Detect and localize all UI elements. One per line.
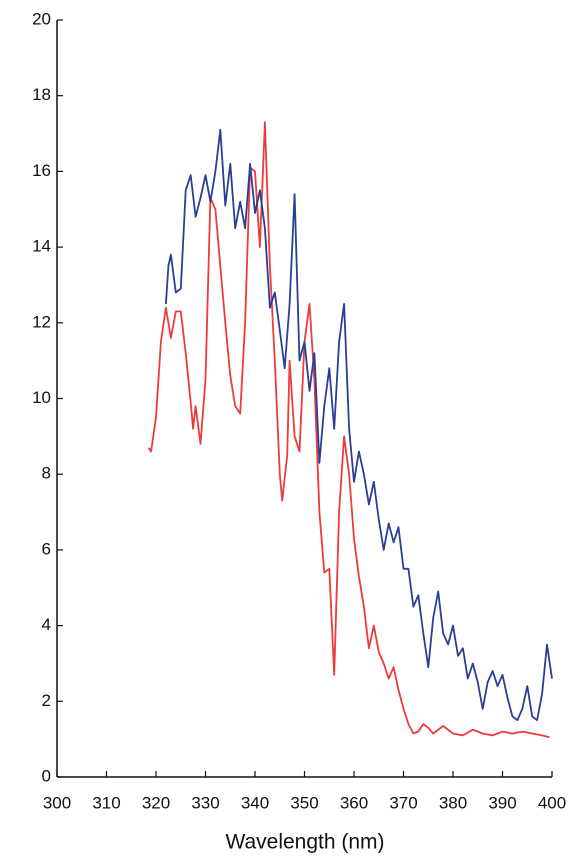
x-tick-label: 390 [488,793,516,812]
x-tick-label: 400 [538,793,566,812]
y-tick-label: 2 [42,691,51,710]
x-tick-label: 360 [340,793,368,812]
y-tick-label: 18 [32,85,51,104]
y-tick-label: 12 [32,312,51,331]
x-tick-label: 310 [92,793,120,812]
data-line [165,128,553,722]
x-tick-label: 380 [439,793,467,812]
y-tick-label: 0 [42,766,51,785]
y-tick-label: 16 [32,161,51,180]
y-tick-label: 8 [42,464,51,483]
y-tick-label: 20 [32,9,51,28]
x-tick-label: 330 [191,793,219,812]
x-axis-title: Wavelength (nm) [225,831,384,854]
x-tick-label: 350 [290,793,318,812]
x-tick-label: 320 [142,793,170,812]
y-tick-label: 4 [42,615,51,634]
y-tick-label: 6 [42,539,51,558]
y-tick-label: 14 [32,237,51,256]
y-tick-label: 10 [32,388,51,407]
x-tick-label: 370 [389,793,417,812]
data-line [147,121,550,739]
x-tick-label: 340 [241,793,269,812]
x-tick-label: 300 [43,793,71,812]
